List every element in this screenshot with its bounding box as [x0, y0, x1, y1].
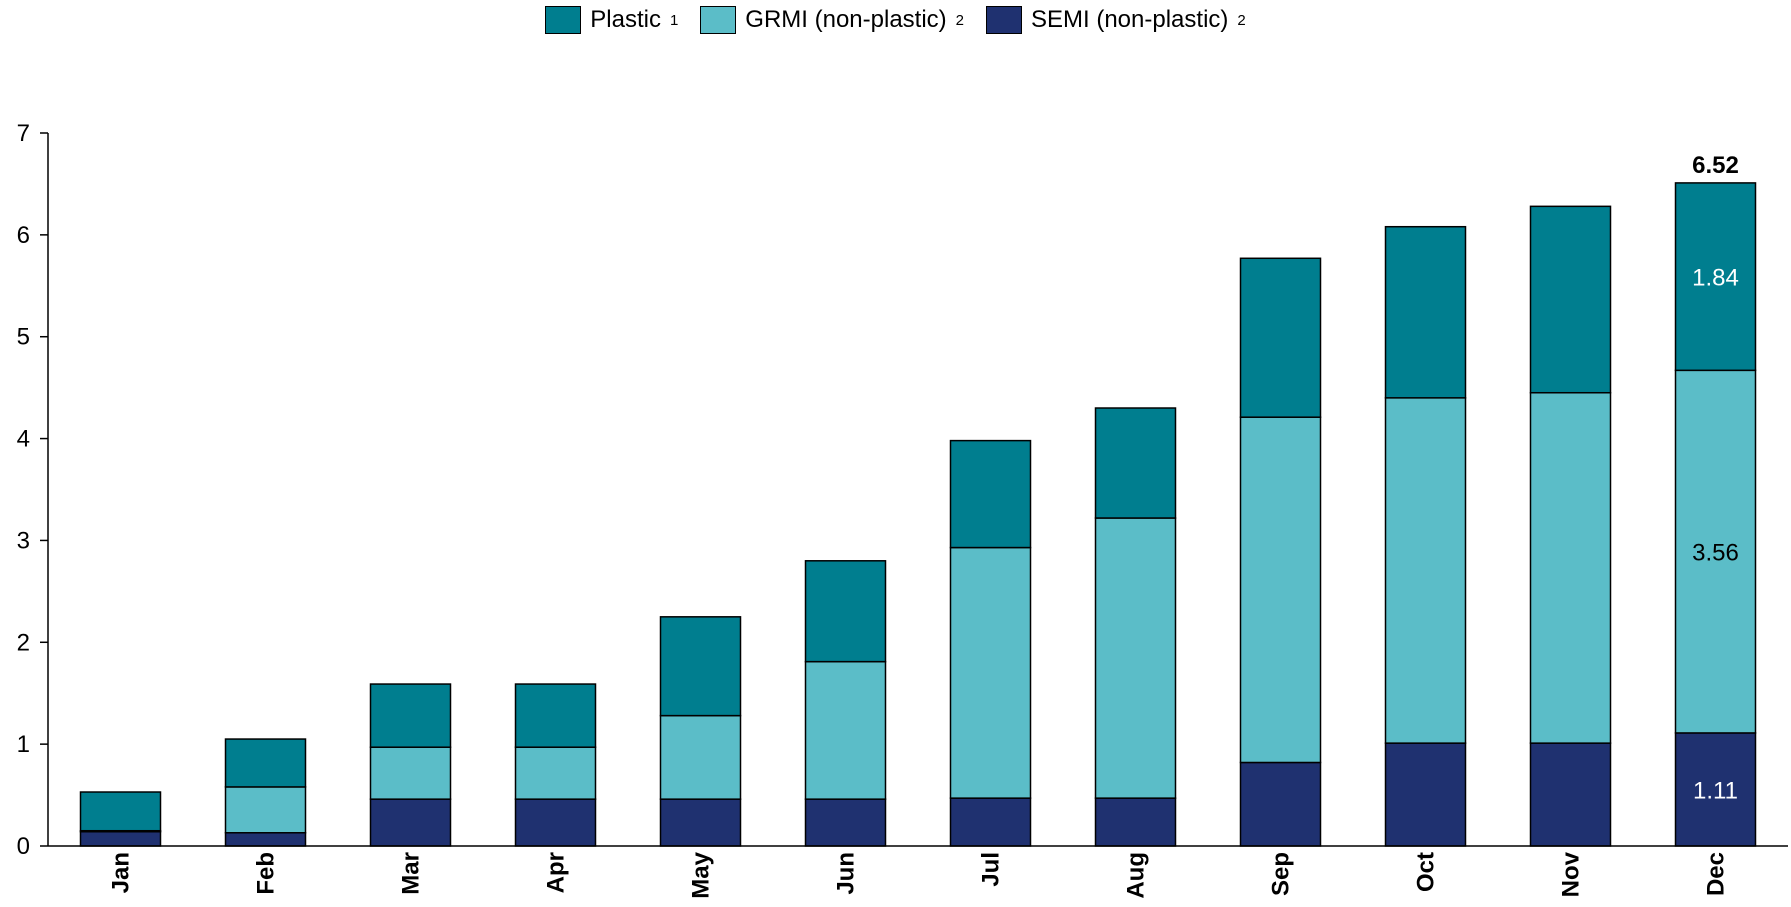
bar-segment — [369, 746, 452, 800]
x-tick-label: May — [688, 851, 715, 898]
bar-segment — [949, 439, 1032, 549]
legend-label: SEMI (non-plastic) — [1031, 6, 1229, 33]
legend-footnote-marker: 2 — [1237, 11, 1246, 29]
bar-segment — [369, 683, 452, 748]
bar-segment — [1239, 416, 1322, 764]
bar-segment — [1384, 742, 1467, 847]
y-tick-label: 1 — [17, 731, 30, 758]
legend-item: Plastic 1 — [545, 6, 678, 34]
bar-segment — [659, 714, 742, 800]
x-tick-label: Feb — [253, 852, 280, 895]
legend-swatch — [986, 6, 1022, 34]
bar-segment — [804, 798, 887, 847]
legend-item: GRMI (non-plastic) 2 — [700, 6, 964, 34]
x-tick-label: Jan — [108, 852, 135, 893]
bar-segment — [659, 616, 742, 717]
bar-segment — [79, 830, 162, 847]
bar-segment — [949, 797, 1032, 847]
x-tick-label: Dec — [1703, 852, 1730, 896]
x-tick-label: Jun — [833, 852, 860, 895]
legend-label: GRMI (non-plastic) — [745, 6, 947, 33]
legend-swatch — [545, 6, 582, 34]
chart-legend: Plastic 1 GRMI (non-plastic) 2 SEMI (non-pla… — [0, 6, 1791, 34]
bar-segment — [1094, 407, 1177, 519]
legend-footnote-marker: 2 — [955, 11, 964, 29]
y-tick-label: 7 — [17, 120, 30, 147]
bar-segment — [804, 560, 887, 663]
bar-segment — [1384, 397, 1467, 744]
total-label: 6.52 — [1692, 152, 1739, 179]
x-tick-label: Sep — [1268, 852, 1295, 896]
bar-segment — [1384, 225, 1467, 399]
bar-segment — [949, 546, 1032, 799]
x-tick-label: Nov — [1558, 851, 1585, 897]
bar-segment — [224, 786, 307, 834]
legend-item: SEMI (non-plastic) 2 — [986, 6, 1246, 34]
bar-segment — [369, 798, 452, 847]
bar-segment — [514, 683, 597, 748]
bar-segment — [79, 791, 162, 832]
data-label: 1.84 — [1692, 265, 1739, 292]
bar-segment — [659, 798, 742, 847]
bar-segment — [1239, 761, 1322, 847]
legend-footnote-marker: 1 — [669, 11, 679, 29]
y-tick-label: 5 — [17, 324, 30, 351]
data-label: 1.11 — [1693, 777, 1738, 804]
bar-segment — [1674, 182, 1757, 372]
bar-segment — [224, 738, 307, 788]
bar-segment — [224, 832, 307, 847]
x-tick-label: Jul — [978, 852, 1005, 887]
legend-swatch — [700, 6, 737, 34]
y-tick-label: 3 — [17, 527, 30, 554]
bar-segment — [514, 798, 597, 847]
data-label: 3.56 — [1692, 540, 1739, 567]
bar-segment — [1529, 742, 1612, 847]
y-tick-label: 0 — [17, 833, 30, 860]
x-tick-label: Aug — [1123, 852, 1150, 899]
bar-segment — [1529, 205, 1612, 394]
bar-segment — [1094, 797, 1177, 847]
y-tick-label: 6 — [17, 222, 30, 249]
x-tick-label: Mar — [398, 852, 425, 895]
bar-segment — [1094, 517, 1177, 799]
y-tick-label: 4 — [17, 426, 30, 453]
bar-segment — [1239, 257, 1322, 418]
x-tick-label: Oct — [1413, 852, 1440, 892]
bar-segment — [1529, 391, 1612, 744]
bar-segment — [804, 660, 887, 800]
bar-segment — [514, 746, 597, 800]
legend-label: Plastic — [590, 6, 661, 33]
x-tick-label: Apr — [543, 852, 570, 893]
y-tick-label: 2 — [17, 629, 30, 656]
